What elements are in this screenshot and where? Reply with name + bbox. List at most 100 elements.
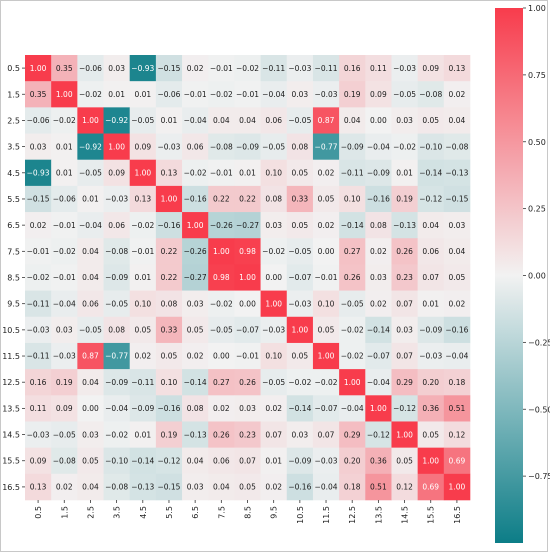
heatmap-cell xyxy=(182,212,209,239)
cell-value-label: 0.18 xyxy=(449,378,466,387)
cell-value-label: −0.05 xyxy=(79,168,102,177)
cell-value-label: −0.03 xyxy=(105,195,128,204)
cell-value-label: −0.04 xyxy=(445,352,468,361)
cell-value-label: −0.01 xyxy=(53,273,76,282)
cell-value-label: −0.04 xyxy=(367,378,390,387)
cell-value-label: 0.02 xyxy=(370,247,387,256)
heatmap-cell xyxy=(260,185,288,213)
cell-value-label: −0.03 xyxy=(157,142,180,151)
cell-value-label: 0.03 xyxy=(56,326,73,335)
cell-value-label: 0.16 xyxy=(344,64,361,73)
cell-value-label: −0.26 xyxy=(184,247,207,256)
heatmap-cell xyxy=(129,290,157,318)
heatmap-cell xyxy=(443,421,471,448)
y-tick-label: 3.5 xyxy=(7,143,20,152)
cell-value-label: −0.16 xyxy=(445,326,468,335)
heatmap-cell xyxy=(391,238,418,265)
heatmap-cell xyxy=(417,395,445,422)
cell-value-label: −0.11 xyxy=(315,64,338,73)
heatmap-cell xyxy=(103,212,131,239)
cell-value-label: 0.22 xyxy=(213,195,230,204)
heatmap-cell xyxy=(312,395,340,422)
cell-value-label: −0.09 xyxy=(288,456,311,465)
heatmap-cell xyxy=(339,395,366,422)
heatmap-cell xyxy=(25,133,52,161)
heatmap-cell xyxy=(182,133,209,161)
heatmap-cell xyxy=(129,447,157,475)
heatmap-cell xyxy=(260,133,288,161)
heatmap-cell xyxy=(286,395,314,422)
heatmap-cell xyxy=(51,159,78,187)
heatmap-cell xyxy=(25,473,52,501)
heatmap-cell xyxy=(234,473,261,501)
heatmap-cell xyxy=(312,133,340,161)
cell-value-label: 0.12 xyxy=(449,430,466,439)
cell-value-label: 0.04 xyxy=(82,247,99,256)
heatmap-cell xyxy=(51,238,78,265)
x-tick-label: 4.5 xyxy=(139,506,148,519)
heatmap-cell xyxy=(391,55,418,82)
heatmap-cell xyxy=(25,81,52,108)
cell-value-label: 0.05 xyxy=(422,116,439,125)
heatmap-cell xyxy=(25,395,52,422)
cell-value-label: 0.05 xyxy=(82,456,99,465)
cell-value-label: −0.16 xyxy=(157,404,180,413)
x-tick-label: 10.5 xyxy=(296,506,305,524)
cell-value-label: 0.02 xyxy=(265,483,282,492)
heatmap-cell xyxy=(77,264,104,291)
cell-value-label: 0.29 xyxy=(344,430,361,439)
cell-value-label: 0.06 xyxy=(187,142,204,151)
heatmap-cell xyxy=(234,342,261,370)
cell-value-label: −0.02 xyxy=(288,378,311,387)
cell-value-label: 1.00 xyxy=(318,352,335,361)
heatmap-cell xyxy=(443,55,471,82)
cell-value-label: 0.19 xyxy=(56,378,73,387)
heatmap-cell xyxy=(155,212,183,239)
heatmap-cell xyxy=(417,159,445,187)
cell-value-label: 0.08 xyxy=(265,195,282,204)
heatmap-cell xyxy=(312,421,340,448)
cell-value-label: 1.00 xyxy=(56,90,73,99)
cell-value-label: 0.16 xyxy=(30,378,47,387)
heatmap-cell xyxy=(312,316,340,344)
cell-value-label: 0.07 xyxy=(239,456,256,465)
cell-value-label: 0.12 xyxy=(396,483,413,492)
heatmap-cell xyxy=(443,316,471,344)
heatmap-cell xyxy=(129,212,157,239)
heatmap-cell xyxy=(286,81,314,108)
cell-value-label: −0.01 xyxy=(236,352,259,361)
cell-value-label: 1.00 xyxy=(30,64,47,73)
heatmap-cell xyxy=(391,395,418,422)
y-tick-label: 0.5 xyxy=(7,64,20,73)
cell-value-label: −0.09 xyxy=(367,168,390,177)
cell-value-label: 0.02 xyxy=(318,168,335,177)
cell-value-label: −0.16 xyxy=(367,195,390,204)
cell-value-label: −0.13 xyxy=(184,430,207,439)
heatmap-cell xyxy=(391,185,418,213)
heatmap-cell xyxy=(208,55,235,82)
cell-value-label: 0.01 xyxy=(108,90,125,99)
heatmap-cell xyxy=(155,421,183,448)
x-tick-label: 8.5 xyxy=(244,506,253,519)
heatmap-cell xyxy=(312,342,340,370)
cell-value-label: −0.93 xyxy=(131,64,154,73)
heatmap-cell xyxy=(103,55,131,82)
cell-value-label: 0.04 xyxy=(82,483,99,492)
cell-value-label: −0.11 xyxy=(131,378,154,387)
heatmap-cell xyxy=(208,342,235,370)
cell-value-label: 0.01 xyxy=(134,90,151,99)
cell-value-label: −0.01 xyxy=(315,273,338,282)
heatmap-cell xyxy=(260,342,288,370)
heatmap-cell xyxy=(208,81,235,108)
heatmap-cell xyxy=(129,369,157,396)
cell-value-label: 0.23 xyxy=(396,273,413,282)
heatmap-cell xyxy=(208,395,235,422)
cell-value-label: −0.14 xyxy=(367,326,390,335)
colorbar-tick-label: −0.75 xyxy=(528,472,550,481)
heatmap-cell xyxy=(286,316,314,344)
cell-value-label: 0.03 xyxy=(30,142,47,151)
x-tick-label: 15.5 xyxy=(427,506,436,524)
heatmap-cell xyxy=(208,238,235,265)
cell-value-label: 0.98 xyxy=(239,247,256,256)
